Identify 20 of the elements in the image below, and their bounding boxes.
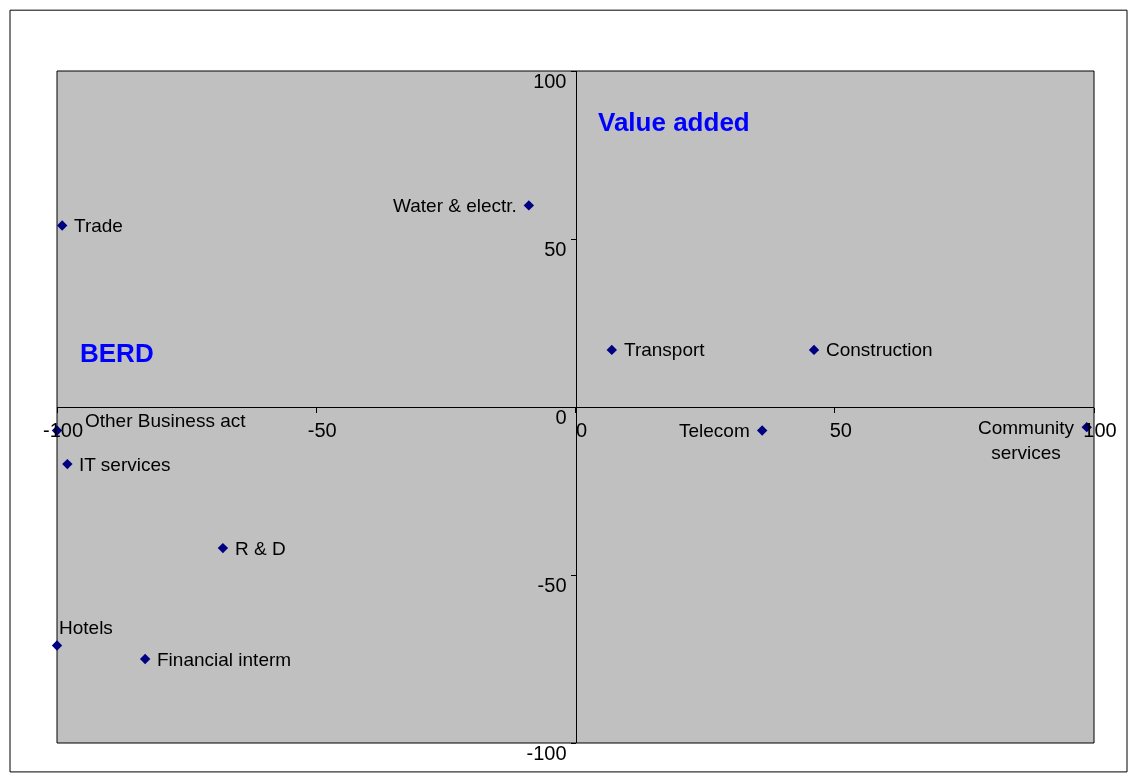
y-tick-label: 50	[544, 238, 567, 260]
annotation: R & D	[235, 538, 286, 559]
annotation: BERD	[80, 338, 154, 368]
y-tick-label: 100	[533, 70, 567, 92]
annotation: Construction	[826, 339, 933, 360]
y-tick-label: -100	[526, 742, 567, 764]
annotation: Transport	[624, 339, 706, 360]
annotation: Value added	[598, 107, 750, 137]
annotation: Water & electr.	[393, 195, 517, 216]
annotation: Trade	[74, 215, 123, 236]
x-tick-label: -50	[307, 419, 337, 441]
y-tick-label: -50	[537, 574, 567, 596]
annotation: Financial interm	[157, 649, 292, 670]
x-tick-label: 0	[575, 419, 588, 441]
annotation: Community services	[978, 417, 1075, 463]
annotation: Telecom	[679, 420, 750, 441]
x-tick-label: 50	[829, 419, 852, 441]
annotation: Other Business act	[85, 410, 247, 431]
annotation: Hotels	[59, 617, 113, 638]
annotation: IT services	[79, 454, 171, 475]
